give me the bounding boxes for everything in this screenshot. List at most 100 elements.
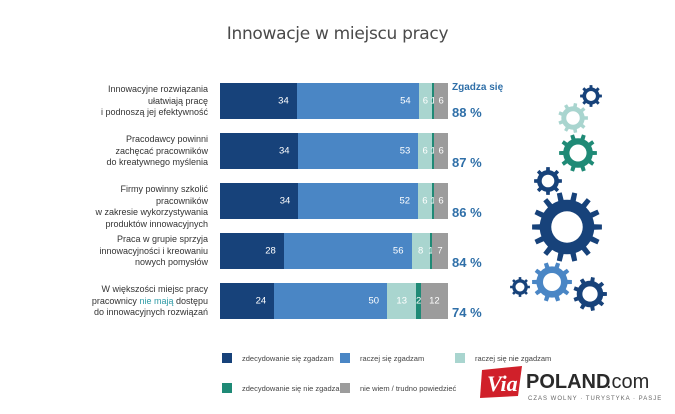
row-label-line: Firmy powinny szkolić pracowników (120, 184, 208, 206)
stacked-bar: 24 50 13 2 12 (220, 283, 448, 319)
gear-icon (558, 103, 588, 133)
row-label-line: Innowacyjne rozwiązania (107, 84, 208, 94)
agree-header: Zgadza się (452, 82, 504, 93)
legend-swatch (222, 383, 232, 393)
data-label: 13 (396, 295, 407, 307)
row-label-line: ułatwiają pracę (147, 95, 208, 106)
data-label: 34 (278, 145, 290, 157)
brand-logo: Via POLAND .com CZAS WOLNY · TURYSTYKA ·… (478, 362, 668, 406)
data-label: 24 (255, 295, 267, 307)
legend-swatch (222, 353, 232, 363)
data-label: 1 (428, 245, 434, 257)
row-label-line: Pracodawcy powinni (125, 134, 208, 144)
gear-hole (569, 144, 587, 162)
gear-icon (534, 167, 562, 195)
data-label: 6 (438, 195, 444, 207)
legend-label: zdecydowanie się zgadzam (242, 353, 334, 363)
agree-total: 84 % (452, 255, 482, 270)
row-label-line: Praca w grupie sprzyja (116, 234, 208, 244)
data-label: 34 (279, 195, 291, 207)
legend-label: nie wiem / trudno powiedzieć (360, 383, 457, 393)
legend-swatch (340, 383, 350, 393)
bar-segment: 6 (434, 183, 448, 219)
data-label: 6 (422, 145, 428, 157)
bar-segment: 13 (387, 283, 417, 319)
data-label: 28 (265, 245, 276, 257)
data-label: 8 (417, 245, 424, 257)
data-label: 50 (368, 295, 380, 307)
data-label: 6 (438, 145, 444, 157)
data-label: 6 (422, 95, 429, 107)
row-label: Pracodawcy powinni zachęcać pracowników do… (70, 134, 208, 169)
row-label-part: dostępu (173, 295, 208, 306)
legend-swatch (455, 353, 465, 363)
bar-segment: 6 (418, 133, 433, 169)
chart-title: Innowacje w miejscu pracy (226, 24, 449, 44)
bar-segment: 54 (296, 83, 419, 119)
gear-hole (551, 211, 583, 243)
svg-text:Via: Via (487, 371, 518, 396)
legend-item: zdecydowanie się nie zgadzam (222, 383, 346, 393)
legend-label: raczej się nie zgadzam (475, 353, 552, 363)
bar-segment: 1 (428, 233, 434, 269)
legend-item: nie wiem / trudno powiedzieć (340, 383, 456, 393)
bar-segment: 6 (418, 83, 433, 119)
data-label: 12 (429, 295, 440, 307)
bar-segment: 34 (220, 83, 297, 119)
gear-hole (582, 286, 598, 302)
legend-label: raczej się zgadzam (360, 353, 425, 363)
bar-segment: 1 (430, 83, 436, 119)
bar-segment: 34 (220, 183, 299, 219)
bar-segment: 6 (418, 183, 432, 219)
gear-hole (543, 273, 561, 291)
data-label: 1 (430, 195, 436, 207)
row-label: Firmy powinny szkolić pracowników w zakre… (70, 184, 208, 230)
row-label-line: pracownicy nie mają dostępu (70, 296, 208, 308)
gear-icon (559, 134, 597, 172)
bar-segment: 1 (430, 183, 436, 219)
bar-segment: 2 (416, 283, 421, 319)
row-label-highlight: nie mają (139, 295, 174, 306)
agree-total: 74 % (452, 305, 482, 320)
bar-segment: 56 (283, 233, 412, 269)
gear-hole (515, 282, 525, 292)
row-label-line: do kreatywnego myślenia (106, 157, 208, 167)
row-label-line: nowych pomysłów (134, 257, 208, 267)
gear-hole (541, 174, 555, 188)
row-label: Praca w grupie sprzyja innowacyjności i k… (70, 234, 208, 269)
gear-icon (532, 192, 602, 262)
gear-hole (566, 111, 580, 125)
bar-segment: 50 (274, 283, 388, 319)
gear-icon (573, 277, 607, 311)
data-label: 1 (430, 95, 436, 107)
legend-swatch (340, 353, 350, 363)
legend-label: zdecydowanie się nie zgadzam (242, 383, 346, 393)
bar-segment: 6 (434, 133, 448, 169)
svg-text:POLAND: POLAND (526, 371, 610, 393)
gear-icon (532, 262, 572, 302)
agree-total: 87 % (452, 155, 482, 170)
stacked-bar: 34 52 6 1 6 (220, 183, 448, 219)
row-label-line: W większości miejsc pracy (101, 284, 208, 294)
stacked-bar: 34 54 6 1 6 (220, 83, 448, 119)
bar-segment: 28 (220, 233, 284, 269)
gear-icon (510, 277, 530, 297)
row-label-line: i podnoszą jej efektywność (100, 107, 208, 117)
stacked-bar: 34 53 6 1 6 (220, 133, 448, 169)
bar-segment: 52 (298, 183, 419, 219)
bar-segment: 8 (411, 233, 430, 269)
data-label: 56 (392, 245, 404, 257)
legend-item: zdecydowanie się zgadzam (222, 353, 334, 363)
stacked-bar: 28 56 8 1 7 (220, 233, 448, 269)
data-label: 7 (437, 245, 443, 257)
row-label: W większości miejsc pracy pracownicy nie … (70, 284, 208, 319)
data-label: 52 (399, 195, 411, 207)
agree-total: 88 % (452, 105, 482, 120)
bar-segment: 6 (434, 83, 448, 119)
bar-segment: 53 (297, 133, 419, 169)
data-label: 2 (415, 295, 422, 307)
data-label: 1 (430, 145, 436, 157)
row-label-line: do innowacyjnych rozwiązań (93, 307, 208, 317)
gear-icon (580, 85, 602, 107)
row-label-line: zachęcać pracowników (115, 145, 208, 156)
